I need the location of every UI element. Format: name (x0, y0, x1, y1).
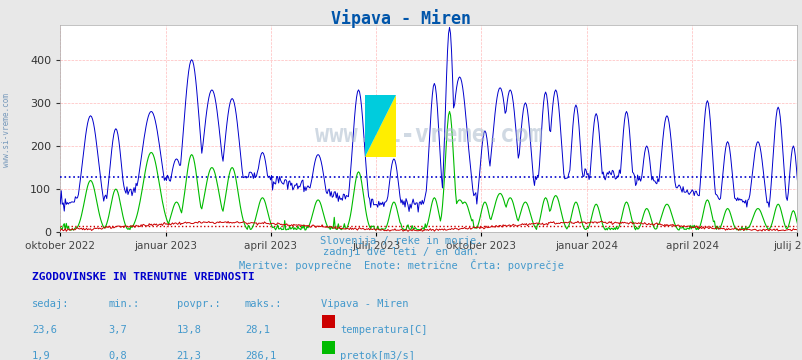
Text: Vipava - Miren: Vipava - Miren (331, 9, 471, 28)
Text: povpr.:: povpr.: (176, 299, 220, 309)
Text: ZGODOVINSKE IN TRENUTNE VREDNOSTI: ZGODOVINSKE IN TRENUTNE VREDNOSTI (32, 272, 254, 282)
Text: 0,8: 0,8 (108, 351, 127, 360)
Text: Meritve: povprečne  Enote: metrične  Črta: povprečje: Meritve: povprečne Enote: metrične Črta:… (239, 259, 563, 271)
Text: 21,3: 21,3 (176, 351, 201, 360)
Polygon shape (365, 95, 395, 157)
Text: min.:: min.: (108, 299, 140, 309)
Text: 1,9: 1,9 (32, 351, 51, 360)
Text: 3,7: 3,7 (108, 325, 127, 335)
Text: sedaj:: sedaj: (32, 299, 70, 309)
Text: pretok[m3/s]: pretok[m3/s] (340, 351, 415, 360)
Text: 13,8: 13,8 (176, 325, 201, 335)
Text: maks.:: maks.: (245, 299, 282, 309)
Text: 28,1: 28,1 (245, 325, 269, 335)
Text: 23,6: 23,6 (32, 325, 57, 335)
Text: temperatura[C]: temperatura[C] (340, 325, 427, 335)
Polygon shape (365, 95, 395, 157)
Text: Vipava - Miren: Vipava - Miren (321, 299, 408, 309)
Text: 286,1: 286,1 (245, 351, 276, 360)
Text: www.si-vreme.com: www.si-vreme.com (2, 93, 11, 167)
Text: Slovenija / reke in morje.: Slovenija / reke in morje. (320, 236, 482, 246)
Text: zadnji dve leti / en dan.: zadnji dve leti / en dan. (323, 247, 479, 257)
Text: www.si-vreme.com: www.si-vreme.com (314, 123, 542, 147)
